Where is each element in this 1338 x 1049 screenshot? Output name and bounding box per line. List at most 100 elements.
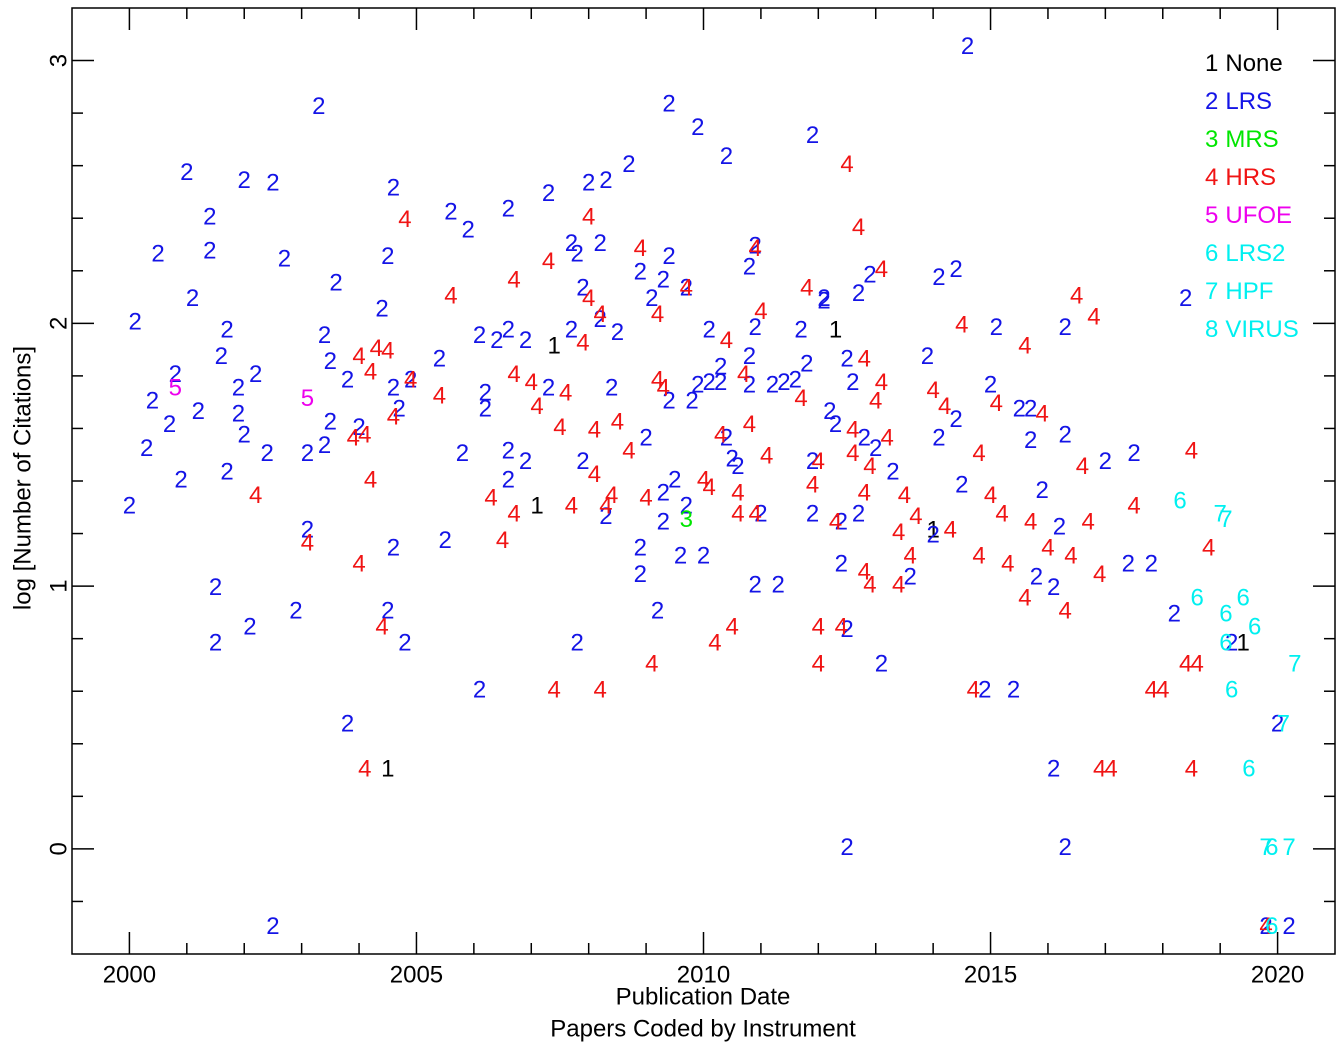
point: 4 bbox=[858, 558, 871, 585]
point: 4 bbox=[846, 440, 859, 467]
point: 4 bbox=[370, 335, 383, 362]
point: 4 bbox=[703, 474, 716, 501]
point: 2 bbox=[151, 240, 164, 267]
point: 2 bbox=[680, 275, 693, 302]
point: 2 bbox=[479, 380, 492, 407]
point: 2 bbox=[1013, 395, 1026, 422]
point: 4 bbox=[875, 256, 888, 283]
point: 2 bbox=[1271, 711, 1284, 738]
point: 5 bbox=[301, 385, 314, 412]
point: 7 bbox=[1282, 834, 1295, 861]
point: 2 bbox=[777, 369, 790, 396]
point: 4 bbox=[1064, 543, 1077, 570]
point: 4 bbox=[1087, 303, 1100, 330]
point: 2 bbox=[955, 472, 968, 499]
point: 6 bbox=[1219, 600, 1232, 627]
point: 4 bbox=[938, 393, 951, 420]
point: 1 bbox=[381, 755, 394, 782]
point: 2 bbox=[921, 343, 934, 370]
point: 4 bbox=[1018, 585, 1031, 612]
y-axis-label: log [Number of Citations] bbox=[9, 346, 36, 610]
legend-label: MRS bbox=[1225, 126, 1278, 153]
point: 2 bbox=[691, 114, 704, 141]
point: 3 bbox=[680, 506, 693, 533]
point: 4 bbox=[806, 472, 819, 499]
point: 2 bbox=[461, 217, 474, 244]
point: 2 bbox=[817, 288, 830, 315]
point: 2 bbox=[657, 508, 670, 535]
point: 2 bbox=[932, 424, 945, 451]
point: 2 bbox=[1058, 314, 1071, 341]
point: 2 bbox=[634, 535, 647, 562]
point: 2 bbox=[479, 395, 492, 422]
point: 2 bbox=[565, 230, 578, 257]
point: 2 bbox=[341, 366, 354, 393]
point: 4 bbox=[858, 345, 871, 372]
point: 2 bbox=[599, 503, 612, 530]
point: 1 bbox=[548, 332, 561, 359]
point: 4 bbox=[731, 479, 744, 506]
point: 2 bbox=[852, 280, 865, 307]
point: 6 bbox=[1236, 585, 1249, 612]
point: 4 bbox=[1093, 561, 1106, 588]
point: 2 bbox=[697, 543, 710, 570]
point: 2 bbox=[645, 285, 658, 312]
point: 4 bbox=[375, 613, 388, 640]
point: 4 bbox=[714, 422, 727, 449]
point: 2 bbox=[846, 369, 859, 396]
point: 2 bbox=[1225, 629, 1238, 656]
point: 2 bbox=[657, 267, 670, 294]
point: 2 bbox=[393, 395, 406, 422]
point: 2 bbox=[387, 535, 400, 562]
point: 4 bbox=[1185, 755, 1198, 782]
point: 2 bbox=[1053, 514, 1066, 541]
point: 2 bbox=[932, 264, 945, 291]
point: 2 bbox=[128, 309, 141, 336]
point: 2 bbox=[473, 322, 486, 349]
point: 2 bbox=[278, 246, 291, 273]
point: 2 bbox=[146, 388, 159, 415]
point: 2 bbox=[1127, 440, 1140, 467]
point: 2 bbox=[542, 180, 555, 207]
point: 7 bbox=[1277, 711, 1290, 738]
point: 4 bbox=[881, 424, 894, 451]
point: 5 bbox=[169, 374, 182, 401]
point: 2 bbox=[519, 448, 532, 475]
point: 4 bbox=[697, 466, 710, 493]
point: 2 bbox=[639, 424, 652, 451]
point: 2 bbox=[1259, 913, 1272, 940]
point: 2 bbox=[605, 374, 618, 401]
point: 2 bbox=[599, 167, 612, 194]
point: 4 bbox=[347, 424, 360, 451]
point: 2 bbox=[858, 424, 871, 451]
point: 4 bbox=[1127, 493, 1140, 520]
point: 2 bbox=[209, 574, 222, 601]
point: 2 bbox=[593, 306, 606, 333]
point: 6 bbox=[1173, 487, 1186, 514]
point: 4 bbox=[358, 422, 371, 449]
legend-label: None bbox=[1225, 50, 1282, 77]
point: 2 bbox=[662, 388, 675, 415]
point: 1 bbox=[530, 493, 543, 520]
point: 2 bbox=[685, 388, 698, 415]
point: 1 bbox=[1236, 629, 1249, 656]
point: 4 bbox=[898, 482, 911, 509]
point: 4 bbox=[726, 613, 739, 640]
point: 2 bbox=[215, 343, 228, 370]
point: 2 bbox=[404, 366, 417, 393]
point: 2 bbox=[657, 479, 670, 506]
point: 4 bbox=[840, 151, 853, 178]
point: 4 bbox=[1076, 453, 1089, 480]
legend-symbol: 8 bbox=[1205, 316, 1218, 343]
point: 4 bbox=[1202, 535, 1215, 562]
point: 4 bbox=[903, 543, 916, 570]
point: 2 bbox=[634, 561, 647, 588]
point: 4 bbox=[496, 527, 509, 554]
legend-label: HRS bbox=[1225, 164, 1276, 191]
point: 2 bbox=[978, 677, 991, 704]
point: 4 bbox=[1185, 437, 1198, 464]
point: 2 bbox=[743, 372, 756, 399]
point: 4 bbox=[863, 453, 876, 480]
point: 2 bbox=[817, 285, 830, 312]
y-tick-label: 0 bbox=[45, 842, 72, 855]
